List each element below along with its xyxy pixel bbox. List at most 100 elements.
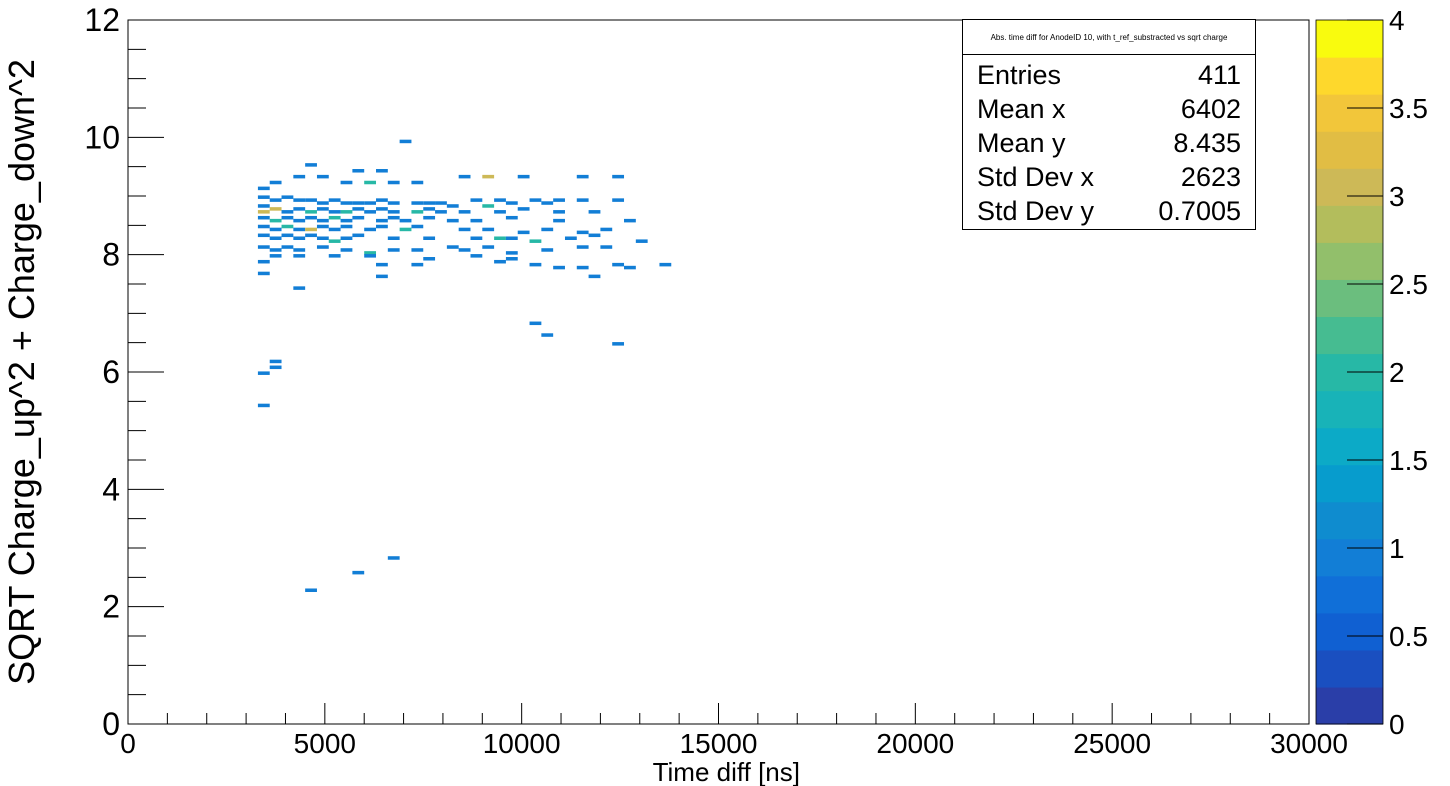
colorbar-segment — [1316, 686, 1383, 725]
histogram-bin — [529, 198, 542, 202]
histogram-bin — [352, 570, 365, 575]
histogram-bin — [269, 207, 282, 211]
histogram-bin — [387, 180, 400, 185]
histogram-bin — [340, 218, 353, 223]
histogram-bin — [352, 233, 365, 238]
histogram-bin — [588, 233, 601, 238]
histogram-bin — [293, 236, 306, 240]
histogram-bin — [376, 262, 388, 267]
colorbar-segment — [1316, 20, 1383, 58]
histogram-bin — [364, 254, 377, 258]
histogram-bins — [257, 139, 672, 592]
histogram-bin — [458, 227, 471, 232]
histogram-bin — [505, 215, 518, 220]
histogram-bin — [423, 236, 436, 240]
histogram-bin — [482, 204, 495, 208]
histogram-bin — [411, 210, 424, 214]
colorbar-tick-label: 0.5 — [1389, 621, 1428, 652]
histogram-bin — [576, 174, 589, 179]
histogram-bin — [328, 254, 341, 258]
stats-value: 6402 — [1180, 94, 1241, 124]
colorbar-tick-label: 2 — [1389, 357, 1405, 388]
histogram-bin — [257, 224, 270, 229]
histogram-bin — [482, 245, 495, 249]
histogram-bin — [328, 210, 341, 214]
y-tick-label: 0 — [102, 706, 120, 742]
histogram-bin — [364, 180, 377, 185]
histogram-bin — [387, 215, 400, 220]
histogram-bin — [340, 248, 353, 252]
y-axis: 0 2 4 6 8 10 12 — [84, 2, 164, 742]
histogram-bin — [352, 169, 365, 173]
histogram-bin — [482, 174, 495, 179]
histogram-bin — [257, 271, 270, 276]
histogram-bin — [600, 227, 613, 232]
histogram-bin — [352, 215, 365, 220]
stats-row: Mean x 6402 — [963, 92, 1255, 126]
colorbar-segment — [1316, 168, 1383, 206]
y-axis-title: SQRT Charge_up^2 + Charge_down^2 — [1, 59, 42, 685]
histogram-bin — [600, 245, 613, 249]
histogram-bin — [305, 588, 317, 592]
histogram-bin — [281, 215, 294, 220]
histogram-bin — [328, 239, 341, 243]
histogram-bin — [257, 403, 270, 408]
histogram-bin — [376, 218, 388, 223]
histogram-bin — [624, 265, 636, 270]
colorbar-segment — [1316, 205, 1383, 243]
histogram-bin — [281, 245, 294, 249]
histogram-bin — [305, 233, 317, 238]
histogram-bin — [257, 186, 270, 191]
histogram-bin — [316, 174, 329, 179]
histogram-bin — [482, 227, 495, 232]
histogram-bin — [470, 218, 483, 223]
histogram-bin — [269, 359, 282, 364]
histogram-bin — [588, 210, 601, 214]
colorbar-segment — [1316, 575, 1383, 614]
histogram-bin — [529, 321, 542, 326]
colorbar-segment — [1316, 316, 1383, 355]
stats-label: Entries — [977, 60, 1062, 90]
histogram-bin — [517, 174, 530, 179]
histogram-bin — [269, 254, 282, 258]
histogram-bin — [576, 245, 589, 249]
histogram-bin — [316, 245, 329, 249]
stats-value: 8.435 — [1173, 128, 1241, 158]
x-tick-label: 5000 — [294, 728, 356, 759]
histogram-bin — [340, 236, 353, 240]
histogram-bin — [340, 201, 353, 205]
histogram-bin — [435, 210, 447, 214]
x-axis-title: Time diff [ns] — [653, 757, 800, 786]
histogram-bin — [257, 259, 270, 264]
histogram-bin — [494, 198, 506, 202]
histogram-bin — [470, 198, 483, 202]
colorbar-segment — [1316, 57, 1383, 95]
stats-label: Std Dev y — [977, 196, 1095, 226]
histogram-bin — [364, 201, 377, 205]
histogram-bin — [659, 262, 672, 267]
stats-value: 411 — [1197, 60, 1241, 90]
histogram-bin — [305, 215, 317, 220]
histogram-bin — [588, 274, 601, 279]
histogram-bin — [612, 342, 625, 346]
histogram-bin — [505, 257, 518, 261]
histogram-bin — [328, 198, 341, 202]
y-tick-label: 12 — [84, 2, 120, 38]
histogram-bin — [364, 210, 377, 214]
histogram-bin — [541, 333, 554, 337]
histogram-bin — [612, 198, 625, 202]
histogram-bin — [269, 218, 282, 223]
histogram-bin — [505, 201, 518, 205]
stats-value: 0.7005 — [1158, 196, 1241, 226]
histogram-bin — [340, 180, 353, 185]
color-scale-bar: 0 0.5 1 1.5 2 2.5 3 3.5 4 — [1315, 5, 1428, 740]
histogram-bin — [352, 207, 365, 211]
y-tick-label: 8 — [102, 237, 120, 273]
histogram-bin — [541, 248, 554, 252]
colorbar-segment — [1316, 501, 1383, 540]
histogram-bin — [257, 215, 270, 220]
histogram-bin — [293, 227, 306, 232]
histogram-bin — [316, 207, 329, 211]
histogram-bin — [269, 365, 282, 370]
